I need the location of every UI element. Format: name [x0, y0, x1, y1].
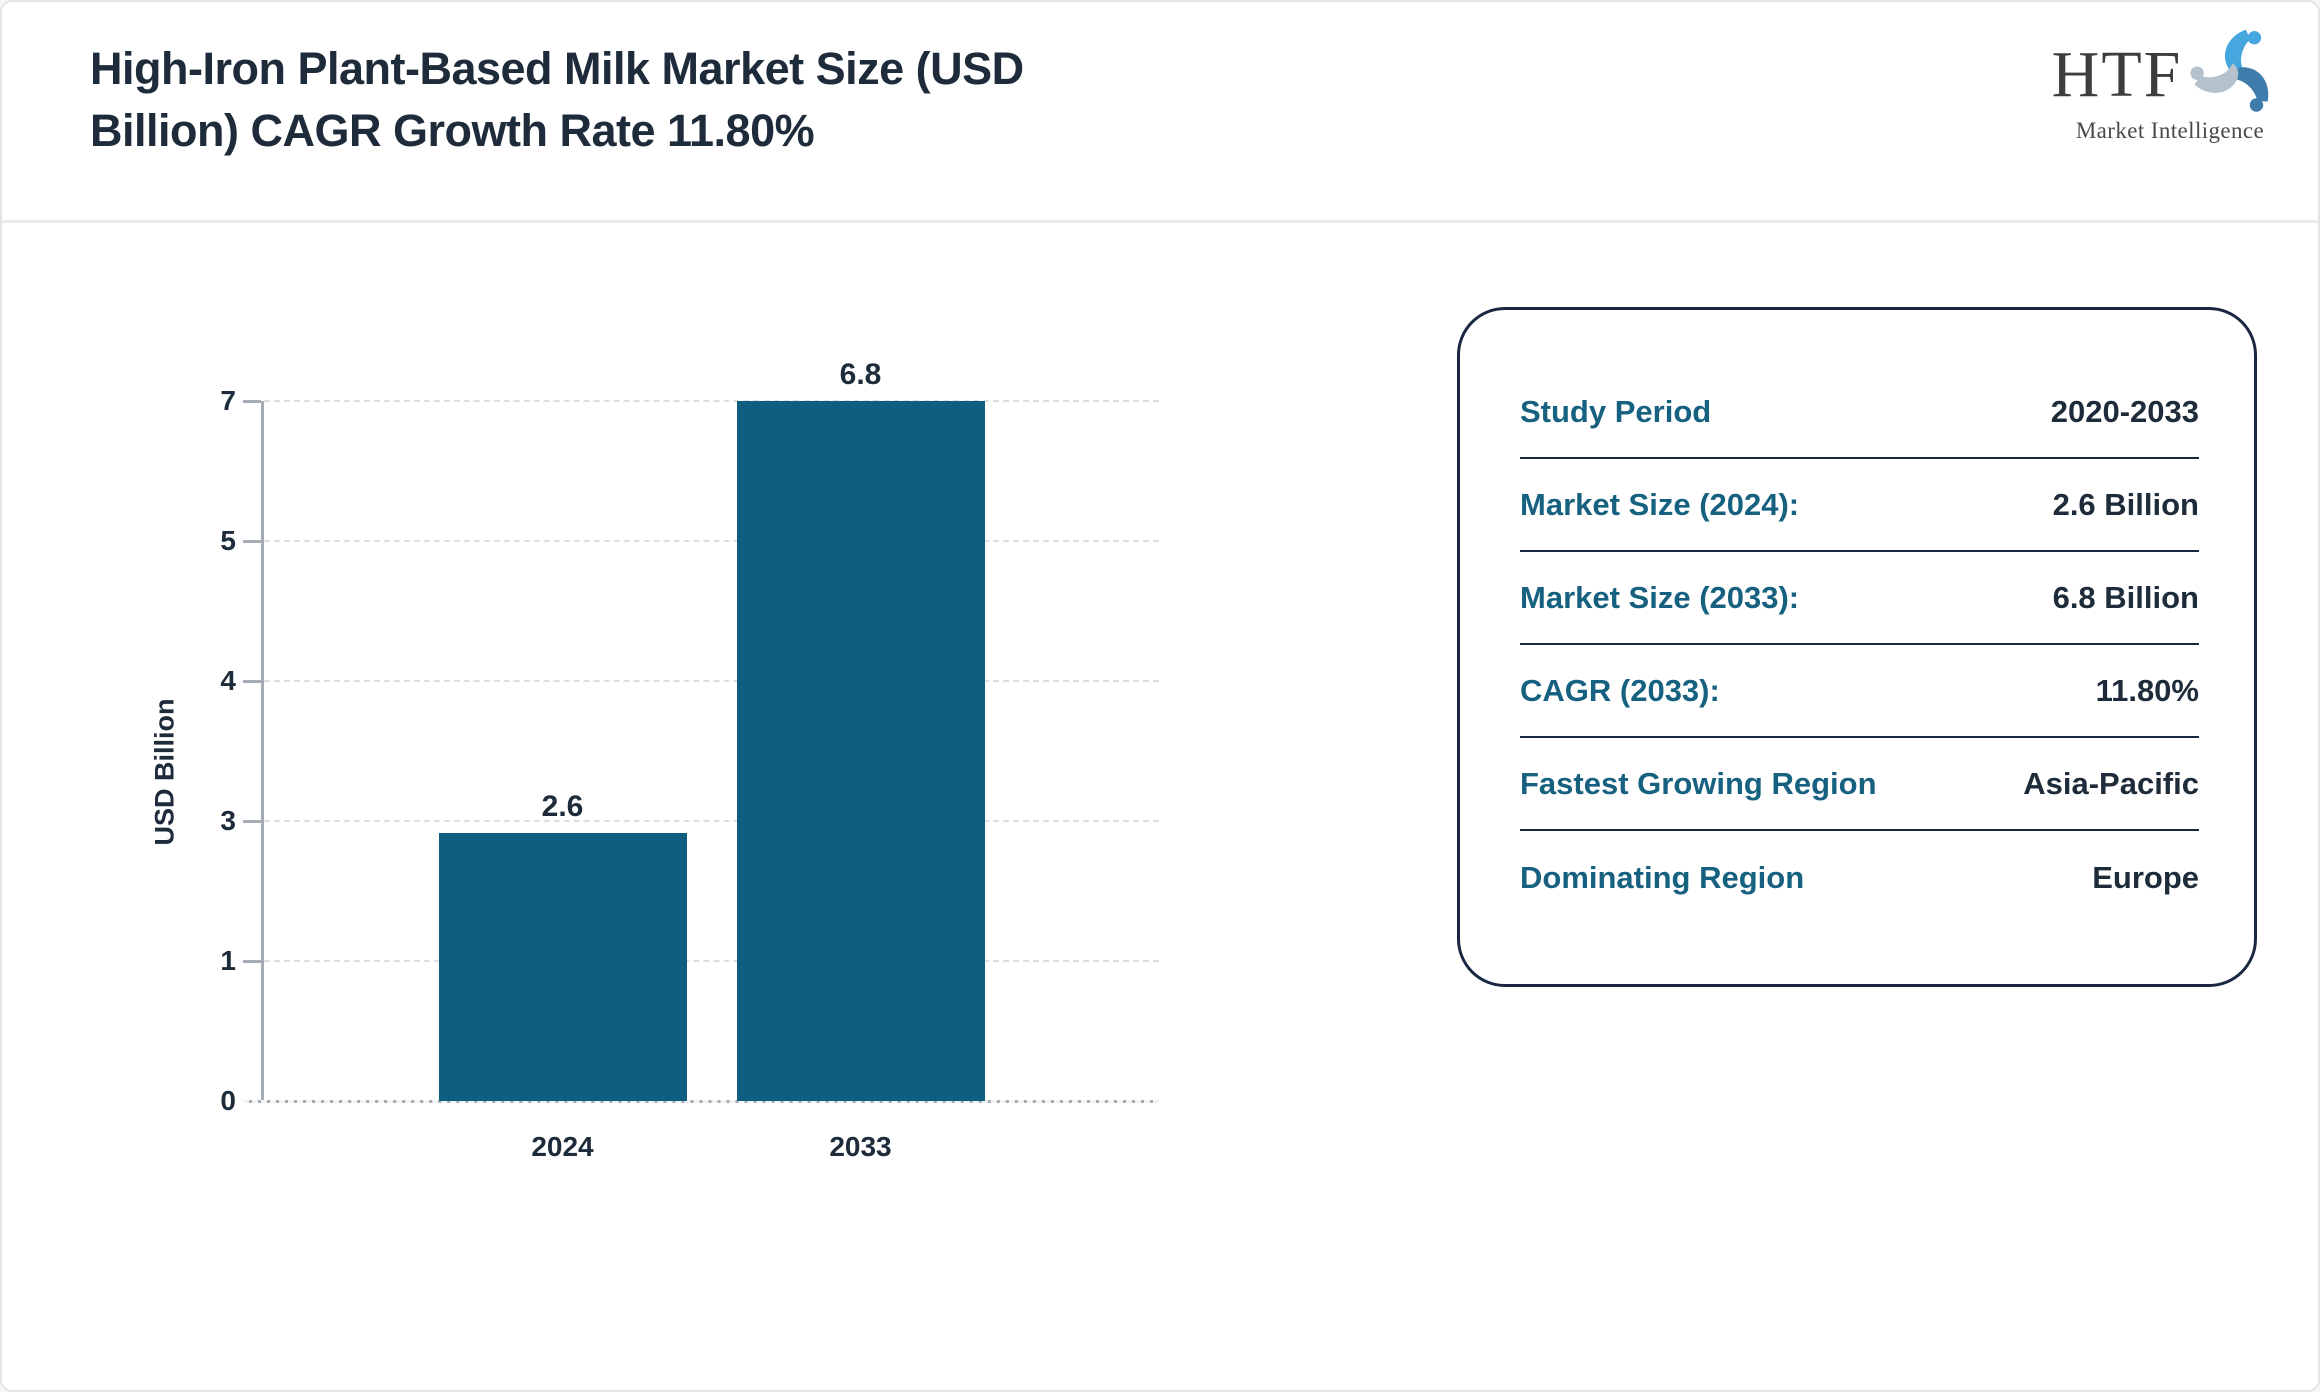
bar-value-label: 6.8	[839, 358, 882, 391]
info-row: Market Size (2033): 6.8 Billion	[1520, 552, 2199, 645]
bar-2024: 2.6	[438, 790, 687, 1101]
report-title: High-Iron Plant-Based Milk Market Size (…	[90, 43, 1024, 156]
y-tick-mark	[243, 399, 261, 403]
info-row-label: CAGR (2033):	[1520, 672, 1720, 708]
info-row: Dominating Region Europe	[1520, 831, 2199, 924]
logo-tagline: Market Intelligence	[2075, 118, 2265, 143]
y-tick-label: 0	[220, 1085, 236, 1116]
info-row-value: 6.8 Billion	[2052, 579, 2199, 615]
gridline	[264, 960, 1159, 962]
x-axis-dash-overlay	[243, 1099, 1159, 1103]
info-panel-rows: Study Period 2020-2033 Market Size (2024):…	[1460, 310, 2254, 924]
y-tick-label: 7	[220, 385, 236, 416]
header: High-Iron Plant-Based Milk Market Size (…	[2, 2, 2318, 220]
x-tick-label: 2033	[829, 1131, 892, 1162]
info-row: Fastest Growing Region Asia-Pacific	[1520, 738, 2199, 831]
htf-logo: HTF	[2050, 29, 2290, 144]
y-tick-label: 4	[220, 665, 236, 696]
header-divider	[2, 220, 2318, 223]
gridline	[264, 400, 1159, 402]
gridline	[264, 820, 1159, 822]
y-tick-mark	[243, 539, 261, 543]
x-axis-line	[243, 1099, 1159, 1103]
y-tick-mark	[243, 959, 261, 963]
logo-text: HTF	[2051, 38, 2183, 111]
plot-area: 0 1 3 4 5 7 2.6 6.8 2024 2033	[220, 358, 1159, 1162]
y-tick-label: 5	[220, 525, 236, 556]
info-row-label: Fastest Growing Region	[1520, 765, 1877, 801]
logo-row: HTF	[2050, 29, 2290, 120]
info-row-value: 2020-2033	[2050, 393, 2199, 429]
info-row: Study Period 2020-2033	[1520, 366, 2199, 459]
info-row-label: Market Size (2033):	[1520, 579, 1800, 615]
info-row-value: 2.6 Billion	[2052, 486, 2199, 522]
content: USD Billion 0 1 3 4 5 7 2.6 6.8 2024 2033 Study…	[2, 223, 2318, 1390]
y-tick-mark	[243, 679, 261, 683]
info-row-value: Asia-Pacific	[2023, 765, 2199, 801]
info-row-label: Dominating Region	[1520, 859, 1805, 895]
y-tick-label: 3	[220, 805, 236, 836]
x-axis-labels: 2024 2033	[264, 1131, 1159, 1163]
info-row-value: Europe	[2092, 859, 2199, 895]
info-row: CAGR (2033): 11.80%	[1520, 645, 2199, 738]
y-tick-mark	[243, 819, 261, 823]
info-row-label: Study Period	[1520, 393, 1712, 429]
gridline	[264, 680, 1159, 682]
info-row-label: Market Size (2024):	[1520, 486, 1800, 522]
logo-figures-icon	[2190, 29, 2269, 112]
bar-2033: 6.8	[736, 358, 985, 1101]
info-row: Market Size (2024): 2.6 Billion	[1520, 459, 2199, 552]
y-tick-label: 1	[220, 945, 236, 976]
y-axis-title: USD Billion	[149, 698, 180, 846]
bars: 2.6 6.8	[264, 358, 1159, 1101]
info-panel: Study Period 2020-2033 Market Size (2024):…	[1457, 307, 2257, 987]
gridline	[264, 540, 1159, 542]
bar-value-label: 2.6	[541, 790, 584, 824]
info-row-value: 11.80%	[2095, 672, 2199, 708]
x-tick-label: 2024	[531, 1131, 594, 1162]
